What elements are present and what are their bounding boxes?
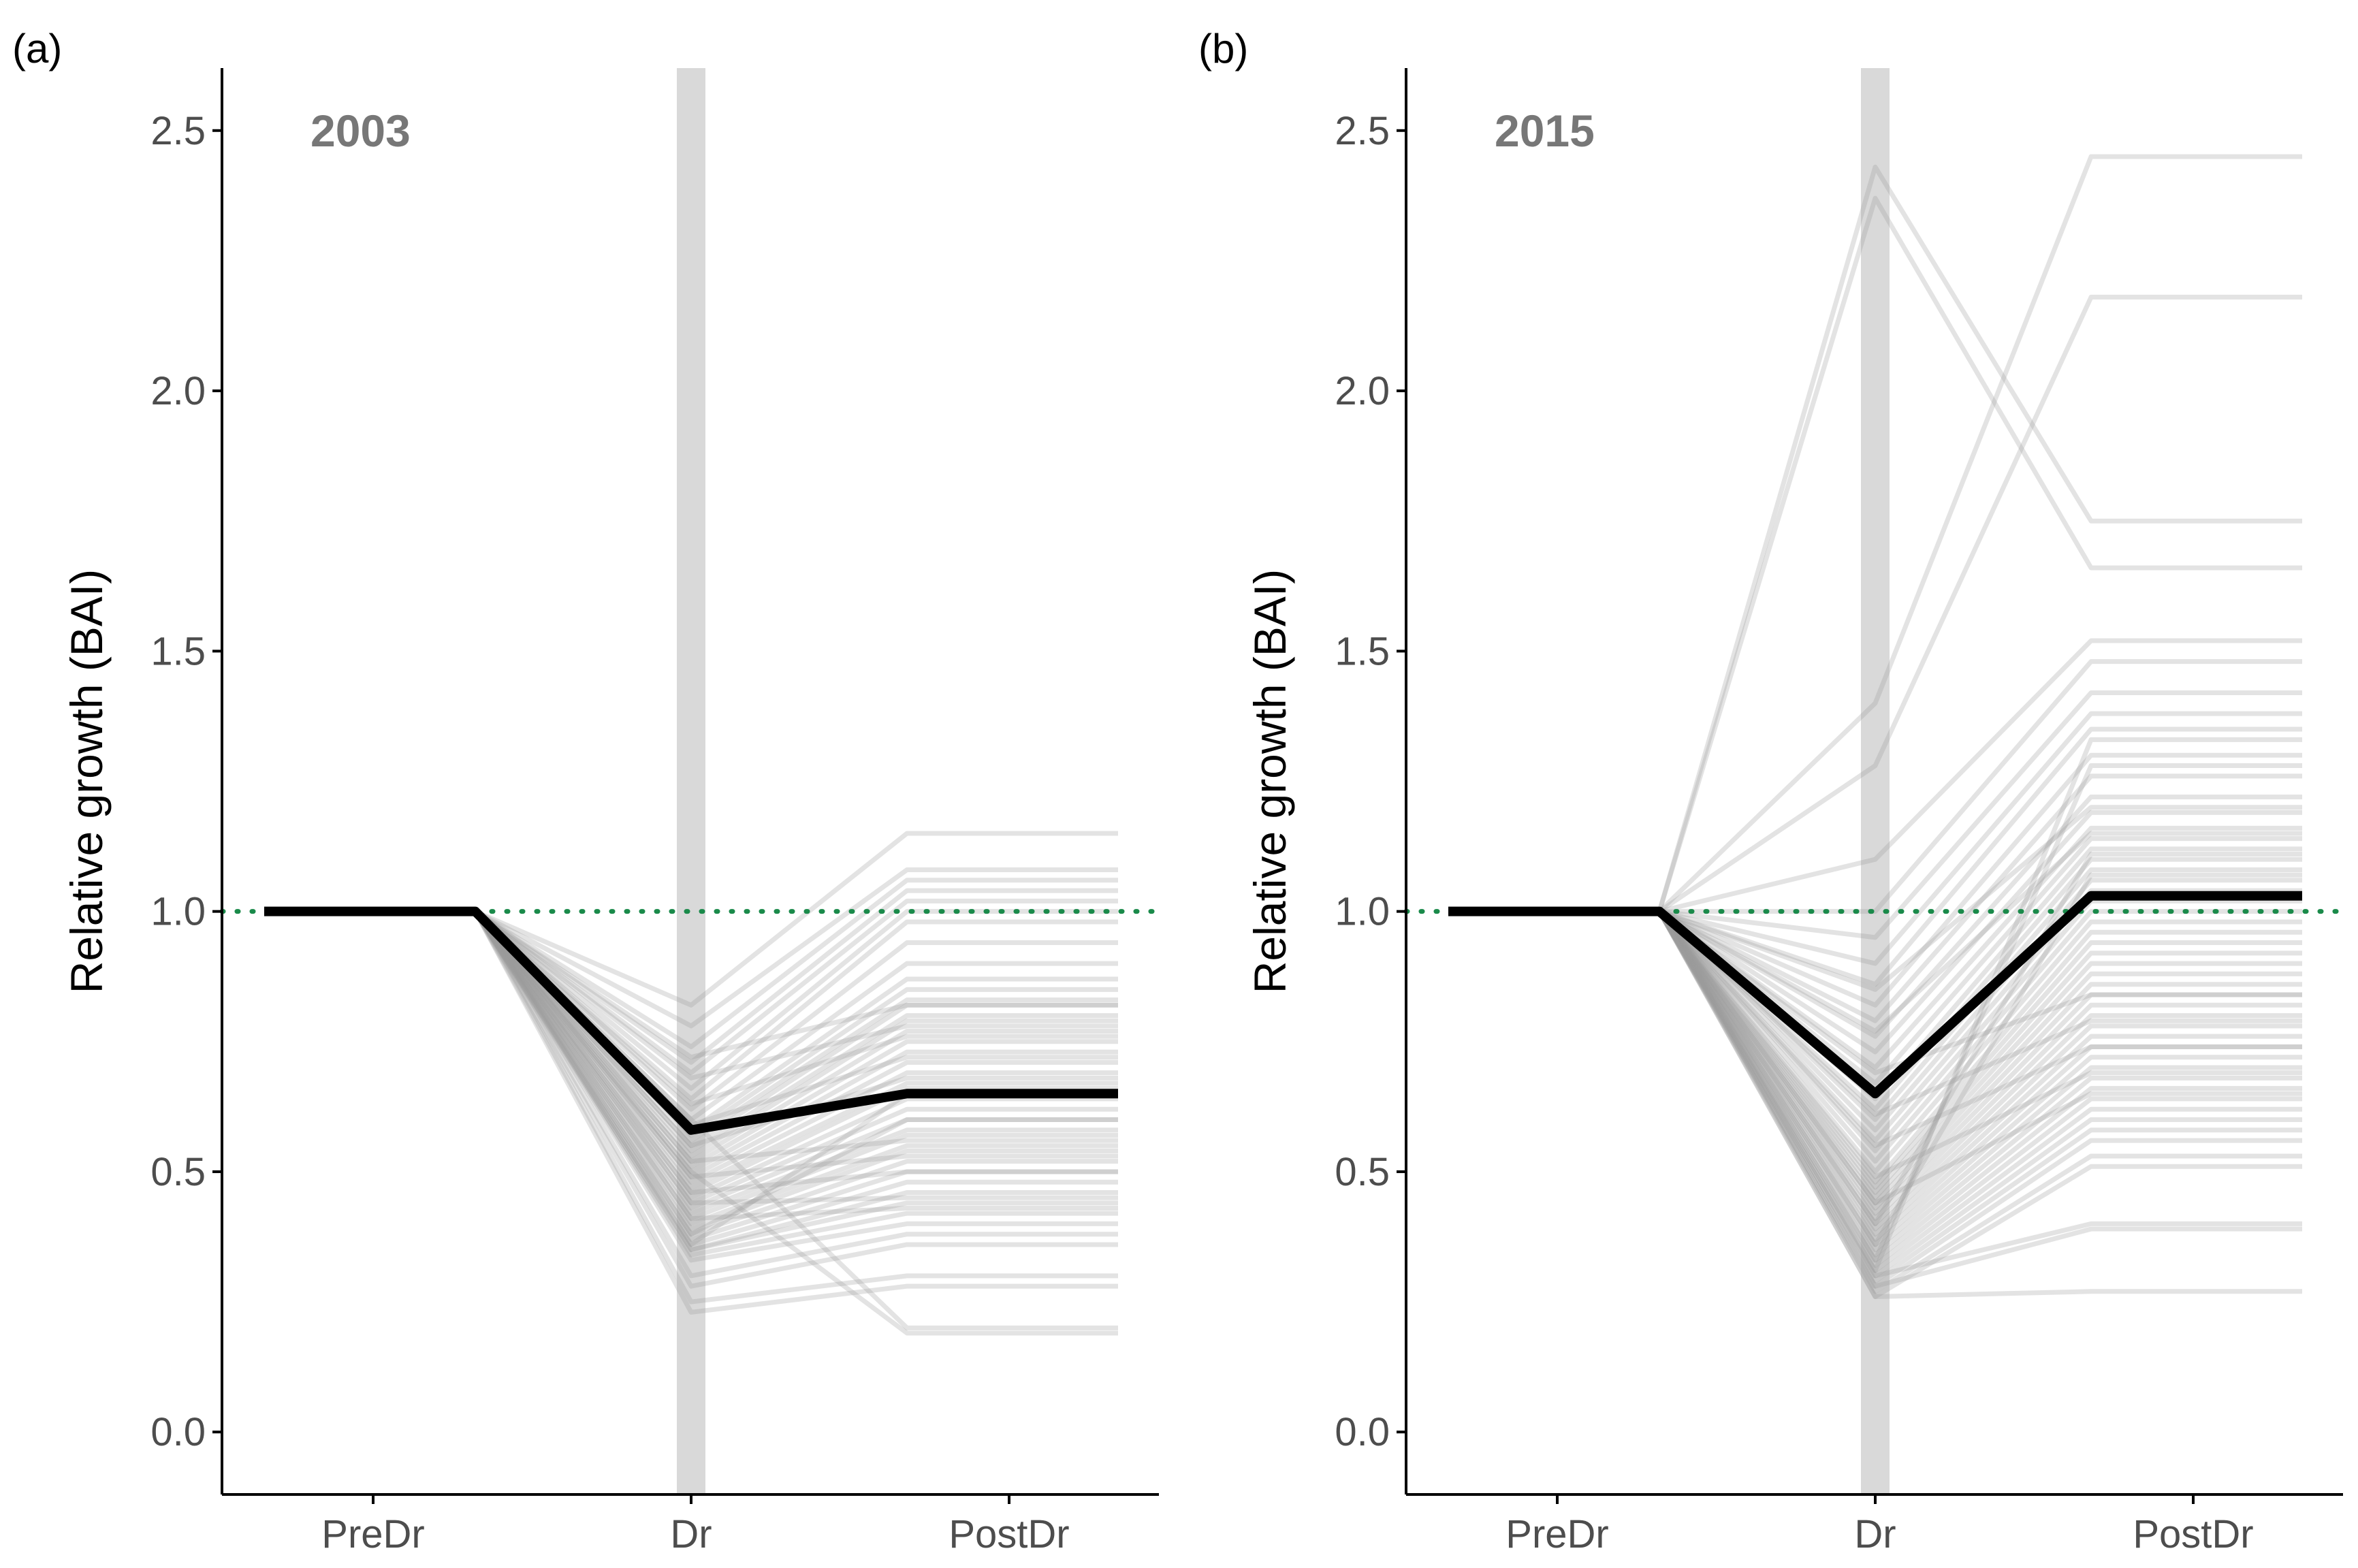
mean-series-line — [1448, 891, 2302, 1099]
chart-panel-2003: 0.0 0.5 1.0 1.5 2.0 2.5 PreDr Dr PostDr Relative … — [12, 26, 1162, 1556]
drought-band — [677, 68, 705, 1494]
y-tick-label: 0.5 — [1335, 1150, 1390, 1194]
y-tick-label: 1.5 — [1335, 629, 1390, 673]
x-tick-label: PreDr — [1505, 1512, 1608, 1556]
x-tick-label: Dr — [1854, 1512, 1896, 1556]
x-tick-label: PostDr — [2133, 1512, 2253, 1556]
chart-panel-2015: 0.0 0.5 1.0 1.5 2.0 2.5 PreDr Dr PostDr Relative … — [1198, 26, 2346, 1556]
x-tick-label: PostDr — [949, 1512, 1069, 1556]
panel-tag: (a) — [12, 26, 62, 71]
y-axis-label: Relative growth (BAI) — [61, 569, 112, 994]
mean-series-line — [264, 906, 1118, 1135]
y-tick-label: 2.5 — [1335, 109, 1390, 153]
y-tick-label: 0.5 — [150, 1150, 206, 1194]
y-tick-label: 1.0 — [1335, 890, 1390, 934]
y-tick-label: 0.0 — [1335, 1410, 1390, 1454]
panel-year-label: 2015 — [1495, 106, 1595, 156]
drought-band — [1861, 68, 1890, 1494]
panel-year-label: 2003 — [310, 106, 411, 156]
y-tick-label: 0.0 — [150, 1410, 206, 1454]
y-tick-label: 2.0 — [150, 369, 206, 413]
x-tick-label: Dr — [670, 1512, 712, 1556]
y-tick-label: 2.5 — [150, 109, 206, 153]
x-tick-label: PreDr — [321, 1512, 424, 1556]
y-tick-label: 2.0 — [1335, 369, 1390, 413]
y-tick-label: 1.0 — [150, 890, 206, 934]
panel-tag: (b) — [1198, 26, 1248, 71]
y-tick-label: 1.5 — [150, 629, 206, 673]
y-axis-label: Relative growth (BAI) — [1245, 569, 1295, 994]
